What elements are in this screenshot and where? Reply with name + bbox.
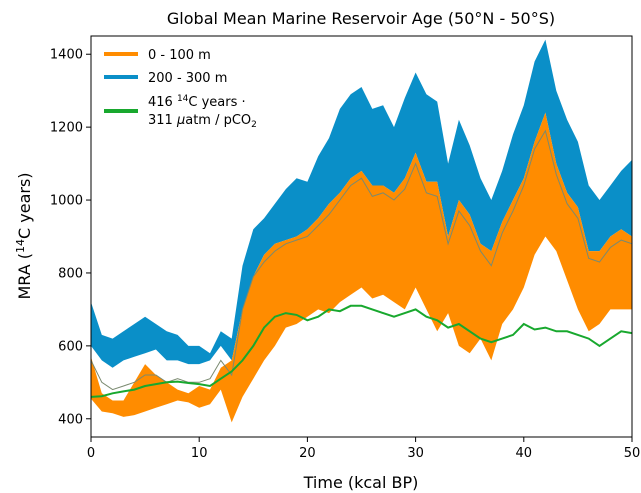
plot-area [91, 39, 632, 423]
x-tick-label: 50 [624, 446, 641, 461]
series-mean-line [91, 129, 632, 391]
y-tick-label: 800 [58, 266, 83, 281]
y-tick-label: 1400 [50, 48, 83, 63]
legend-label-200-300m: 200 - 300 m [148, 71, 227, 86]
y-tick-label: 1200 [50, 121, 83, 136]
legend-label-reference-line1: 416 14C years · [148, 94, 246, 110]
legend-label-reference-line2: 311 μatm / pCO2 [148, 113, 257, 130]
legend-label-0-100m: 0 - 100 m [148, 48, 211, 63]
y-axis-label-post: C years) [15, 172, 34, 239]
x-tick-label: 10 [191, 446, 208, 461]
series-band-0-100m [91, 112, 632, 423]
y-axis-label-pre: MRA ( [15, 253, 34, 300]
x-axis-label: Time (kcal BP) [303, 473, 419, 492]
y-axis-label-sup: 14 [14, 239, 27, 253]
x-tick-label: 20 [299, 446, 316, 461]
series-band-200-300m [91, 39, 632, 368]
series-line-reference [91, 304, 632, 398]
x-tick-label: 0 [87, 446, 95, 461]
x-tick-label: 30 [407, 446, 424, 461]
x-tick-label: 40 [516, 446, 533, 461]
plot-frame [90, 35, 633, 438]
legend: 0 - 100 m 200 - 300 m 416 14C years · 31… [104, 48, 257, 130]
x-axis: 0 10 20 30 40 50 [87, 437, 640, 461]
y-axis-label: MRA (14C years) [14, 172, 34, 299]
y-axis: 400 600 800 1000 1200 1400 [50, 48, 91, 427]
y-tick-label: 400 [58, 412, 83, 427]
y-tick-label: 1000 [50, 194, 83, 209]
chart-title: Global Mean Marine Reservoir Age (50°N -… [167, 9, 555, 28]
y-tick-label: 600 [58, 339, 83, 354]
